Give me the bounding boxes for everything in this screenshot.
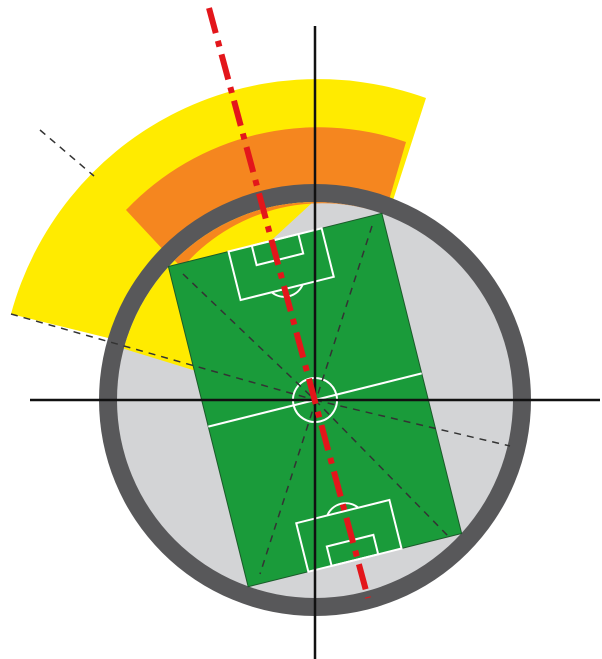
guide-line-diag-b: [182, 273, 316, 401]
guide-line-diag-c: [314, 399, 451, 539]
bottom-penalty-arc: [326, 502, 359, 516]
orientation-axis: [206, 7, 371, 599]
top-goal-area: [250, 232, 305, 267]
guide-line-left: [10, 313, 316, 401]
